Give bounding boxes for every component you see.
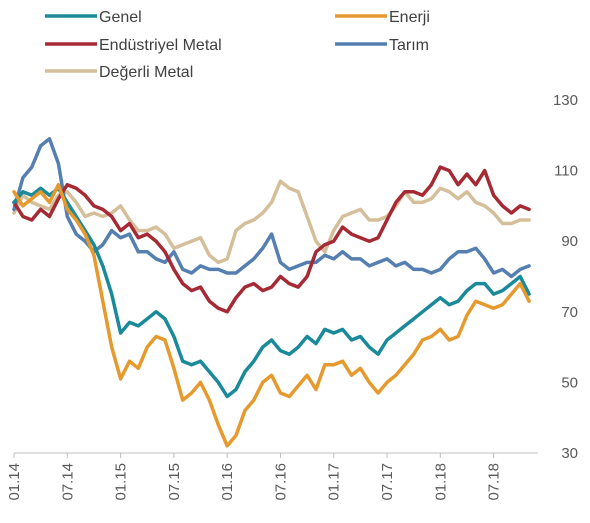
y-tick-label: 50 xyxy=(561,374,578,391)
y-tick-label: 90 xyxy=(561,233,578,250)
legend-label: Enerji xyxy=(389,9,430,26)
x-tick-label: 07.17 xyxy=(379,463,396,501)
x-tick-label: 01.18 xyxy=(432,463,449,501)
series-line xyxy=(12,165,531,314)
series-line xyxy=(12,179,531,265)
x-tick-label: 01.16 xyxy=(219,463,236,501)
series-line xyxy=(12,182,531,448)
x-tick-label: 07.15 xyxy=(166,463,183,501)
y-tick-label: 130 xyxy=(553,92,578,109)
legend-label: Endüstriyel Metal xyxy=(99,37,222,54)
x-tick-label: 01.14 xyxy=(6,463,23,501)
x-tick-label: 01.17 xyxy=(326,463,343,501)
series-line xyxy=(12,186,531,399)
x-tick-label: 07.16 xyxy=(272,463,289,501)
x-tick-label: 01.15 xyxy=(113,463,130,501)
y-tick-label: 70 xyxy=(561,304,578,321)
y-tick-label: 30 xyxy=(561,445,578,462)
series-line xyxy=(12,137,531,279)
x-axis-ticks: 01.14 07.14 01.15 07.15 01.16 07.16 01.17 07.17… xyxy=(6,453,503,501)
x-tick-label: 07.14 xyxy=(59,463,76,501)
x-tick-label: 07.18 xyxy=(486,463,503,501)
legend-label: Tarım xyxy=(389,37,429,54)
legend: Genel Enerji Endüstriyel Metal Tarım Değerli… xyxy=(45,9,430,81)
legend-label: Genel xyxy=(99,9,142,26)
y-axis-ticks: 30 50 70 90 110 130 xyxy=(553,92,578,462)
y-tick-label: 110 xyxy=(554,163,578,180)
plot-lines xyxy=(12,137,531,448)
legend-label: Değerli Metal xyxy=(99,64,193,81)
